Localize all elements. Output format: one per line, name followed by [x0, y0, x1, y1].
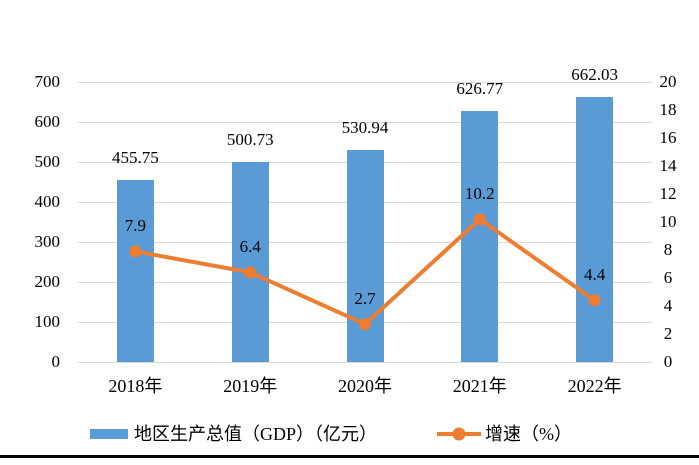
right-axis-tick: 14	[659, 156, 677, 175]
right-axis-tick: 12	[659, 184, 677, 203]
gdp-bar	[231, 161, 269, 362]
gdp-bar	[346, 149, 384, 362]
growth-dot-icon	[452, 427, 466, 441]
x-axis-label: 2019年	[223, 376, 278, 396]
legend-item-growth: 增速（%）	[437, 424, 572, 444]
bar-value-label: 455.75	[112, 147, 159, 167]
growth-value-label: 4.4	[583, 265, 606, 285]
right-axis-tick: 0	[663, 352, 673, 371]
growth-value-label: 6.4	[239, 237, 261, 257]
legend-item-gdp: 地区生产总值（GDP）（亿元）	[90, 424, 377, 444]
right-axis-tick: 18	[659, 100, 677, 119]
left-axis-tick: 500	[34, 152, 61, 171]
right-axis-tick: 10	[659, 212, 677, 231]
gdp-bar-swatch-icon	[90, 429, 128, 439]
growth-value-label: 10.2	[464, 184, 495, 204]
bar-value-label: 626.77	[456, 79, 504, 99]
right-axis-tick: 2	[663, 324, 673, 343]
left-axis-tick: 200	[34, 272, 61, 291]
legend-label-growth: 增速（%）	[485, 424, 572, 444]
x-axis-label: 2020年	[338, 376, 392, 396]
legend-label-gdp: 地区生产总值（GDP）（亿元）	[134, 424, 378, 444]
gridline	[78, 121, 652, 123]
x-axis-label: 2022年	[567, 376, 622, 396]
left-axis-tick: 600	[34, 112, 61, 131]
bottom-border-line	[0, 455, 699, 458]
right-axis-tick: 8	[663, 240, 673, 259]
left-axis-tick: 0	[51, 352, 61, 371]
right-axis-tick: 16	[659, 128, 677, 147]
gdp-bar	[576, 97, 614, 362]
left-axis-tick: 300	[34, 232, 61, 251]
growth-value-label: 2.7	[354, 289, 376, 309]
gridline	[78, 361, 652, 363]
chart-legend: 地区生产总值（GDP）（亿元） 增速（%）	[0, 424, 699, 444]
right-axis-tick: 4	[663, 296, 673, 315]
left-axis-tick: 700	[34, 72, 61, 91]
left-axis-tick: 400	[34, 192, 61, 211]
bar-value-label: 662.03	[571, 65, 618, 85]
bar-value-label: 500.73	[226, 129, 274, 149]
left-axis-tick: 100	[34, 312, 61, 331]
right-axis-tick: 6	[663, 268, 673, 287]
x-axis-label: 2021年	[452, 376, 507, 396]
x-axis-label: 2018年	[108, 376, 163, 396]
gridline	[78, 81, 652, 83]
gdp-bar	[116, 179, 154, 362]
growth-value-label: 7.9	[124, 216, 147, 236]
bar-value-label: 530.94	[341, 117, 389, 137]
right-axis-tick: 20	[659, 72, 677, 91]
gdp-bar	[461, 111, 499, 362]
growth-line-swatch-icon	[437, 427, 481, 441]
